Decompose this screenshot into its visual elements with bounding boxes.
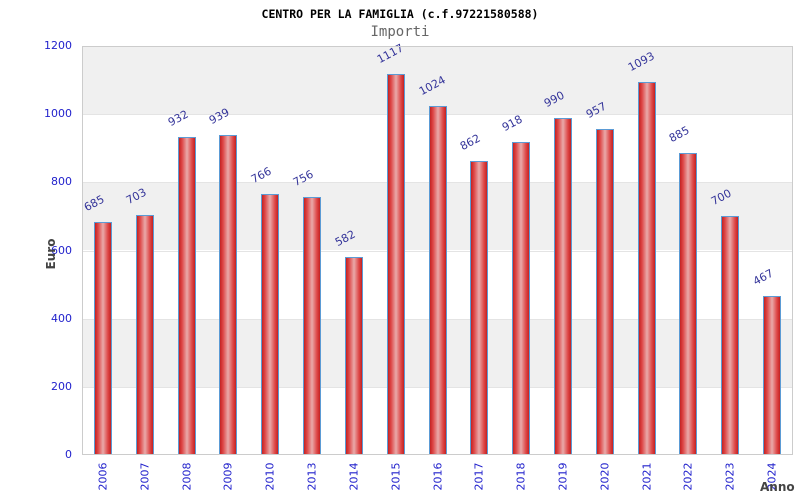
bar-2017 <box>470 161 489 455</box>
bar-2023 <box>721 216 740 455</box>
x-axis-title: Anno <box>760 480 795 494</box>
x-tick-label: 2018 <box>514 462 528 491</box>
x-tick-label: 2016 <box>431 462 444 491</box>
y-tick-label: 800 <box>51 175 72 189</box>
bar-2009 <box>219 134 238 455</box>
x-tick-label: 2014 <box>347 462 361 491</box>
x-tick-label: 2020 <box>598 462 612 491</box>
x-tick-label: 2013 <box>305 462 319 491</box>
y-tick-label: 600 <box>51 243 72 257</box>
bar-2006 <box>93 221 112 455</box>
y-tick-label: 1000 <box>44 107 72 121</box>
bar-2021 <box>637 82 656 455</box>
x-tick-label: 2006 <box>96 462 110 491</box>
bar-2019 <box>553 117 572 455</box>
chart-subtitle: Importi <box>370 24 430 40</box>
y-axis-title: Euro <box>44 238 58 270</box>
x-tick-label: 2007 <box>138 462 152 491</box>
y-tick-label: 0 <box>65 448 72 461</box>
x-tick-label: 2022 <box>681 462 695 491</box>
y-tick-label: 400 <box>51 311 72 325</box>
bar-2020 <box>595 128 614 455</box>
bar-2018 <box>512 142 531 455</box>
bar-2008 <box>177 137 196 455</box>
bar-2010 <box>261 193 280 455</box>
x-tick-label: 2008 <box>180 462 194 491</box>
x-tick-label: 2017 <box>472 462 486 491</box>
x-tick-label: 2023 <box>723 462 737 491</box>
y-tick-label: 1200 <box>44 39 72 52</box>
chart-title: CENTRO PER LA FAMIGLIA (c.f.97221580588) <box>261 7 539 21</box>
x-tick-label: 2010 <box>263 462 277 491</box>
y-tick-label: 200 <box>51 379 72 393</box>
bar-2014 <box>344 256 363 455</box>
x-tick-label: 2015 <box>389 462 403 491</box>
bar-2015 <box>386 74 405 455</box>
bar-2013 <box>303 197 322 455</box>
plot-area: 685 703 932 939 766 756 582 1117 1024 862 918 990 95… <box>82 42 793 455</box>
bar-2016 <box>428 106 447 455</box>
x-tick-label: 2009 <box>221 462 235 491</box>
bar-2022 <box>679 153 698 455</box>
grid-band <box>82 46 793 115</box>
x-tick-label: 2019 <box>556 462 570 491</box>
bar-2007 <box>135 215 154 455</box>
x-tick-label: 2021 <box>640 462 654 491</box>
bar-2024 <box>763 295 782 455</box>
